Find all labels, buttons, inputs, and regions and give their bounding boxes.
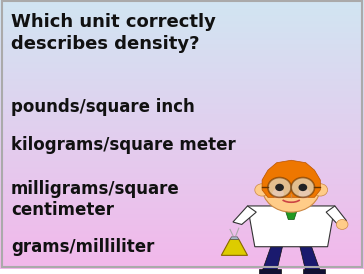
- Text: milligrams/square
centimeter: milligrams/square centimeter: [11, 180, 180, 219]
- Text: pounds/square inch: pounds/square inch: [11, 98, 195, 116]
- Text: Which unit correctly
describes density?: Which unit correctly describes density?: [11, 13, 216, 53]
- Text: grams/milliliter: grams/milliliter: [11, 238, 154, 256]
- Text: kilograms/square meter: kilograms/square meter: [11, 136, 236, 154]
